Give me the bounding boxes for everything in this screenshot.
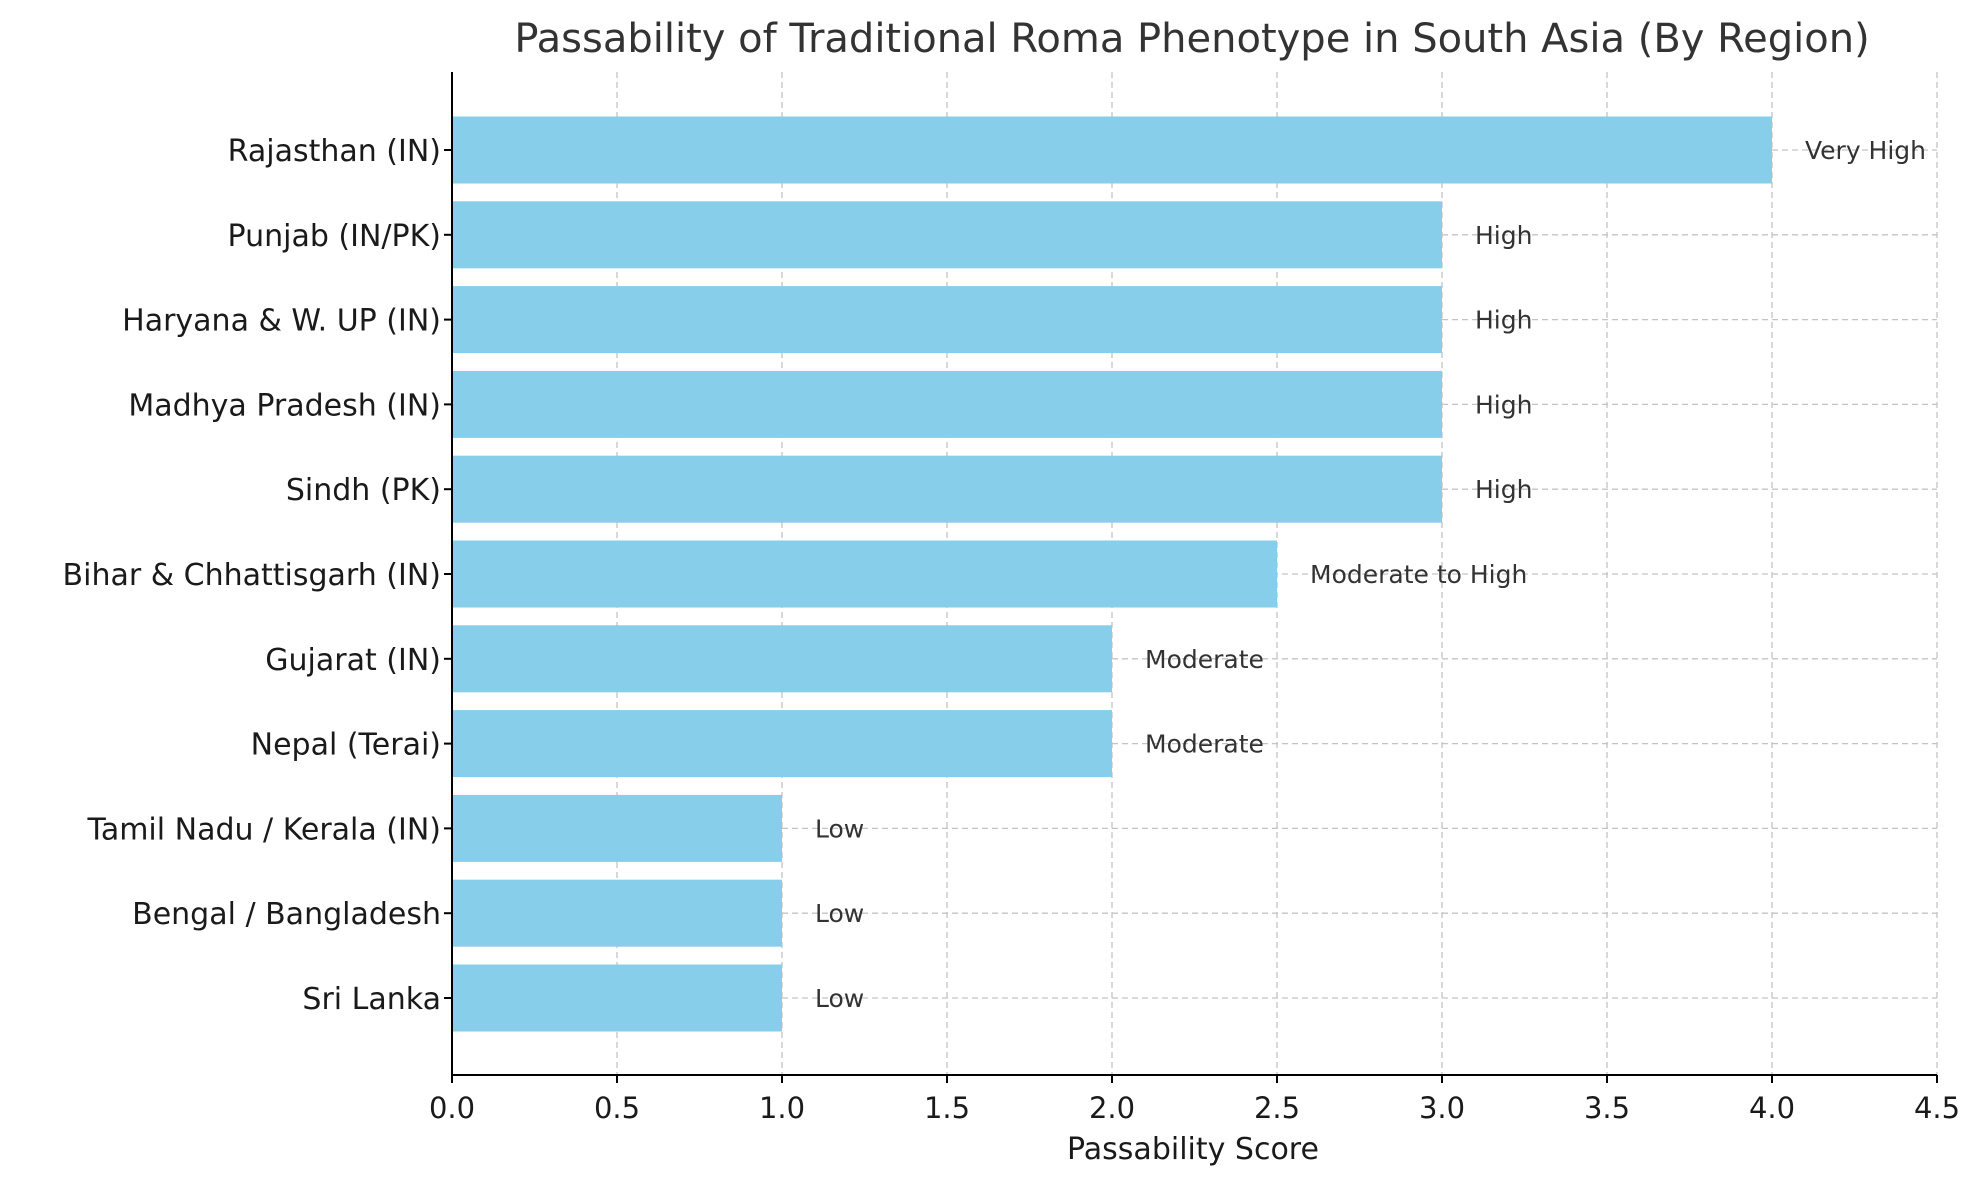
bar: [452, 286, 1442, 354]
bar: [452, 370, 1442, 438]
x-tick-label: 3.0: [1419, 1091, 1465, 1125]
bar: [452, 710, 1112, 778]
data-label: Low: [815, 984, 864, 1013]
category-label: Bihar & Chhattisgarh (IN): [63, 558, 441, 593]
x-tick-label: 4.0: [1749, 1091, 1795, 1125]
data-label: Moderate: [1145, 730, 1264, 759]
data-label: Low: [815, 814, 864, 843]
category-label: Nepal (Terai): [251, 728, 441, 763]
chart-title: Passability of Traditional Roma Phenotyp…: [514, 16, 1869, 62]
bar: [452, 455, 1442, 523]
category-label: Madhya Pradesh (IN): [128, 388, 441, 423]
data-label: High: [1475, 306, 1532, 335]
data-label: Very High: [1805, 136, 1926, 165]
category-label: Tamil Nadu / Kerala (IN): [86, 812, 441, 847]
data-label: Moderate: [1145, 645, 1264, 674]
data-label: High: [1475, 221, 1532, 250]
category-label: Bengal / Bangladesh: [132, 897, 441, 932]
data-label: Low: [815, 899, 864, 928]
bar: [452, 625, 1112, 693]
x-tick-label: 2.0: [1089, 1091, 1135, 1125]
x-axis-title: Passability Score: [1067, 1132, 1319, 1167]
x-tick-label: 1.0: [759, 1091, 805, 1125]
data-label: Moderate to High: [1310, 560, 1527, 589]
bar: [452, 794, 782, 862]
bars: [452, 116, 1772, 1032]
bar: [452, 201, 1442, 269]
x-tick-label: 2.5: [1254, 1091, 1300, 1125]
data-label: High: [1475, 390, 1532, 419]
category-label: Punjab (IN/PK): [228, 219, 441, 254]
x-tick-label: 4.5: [1914, 1091, 1960, 1125]
bar: [452, 879, 782, 947]
bar: [452, 116, 1772, 184]
category-label: Sindh (PK): [286, 473, 441, 508]
category-label: Gujarat (IN): [265, 643, 441, 678]
data-label: High: [1475, 475, 1532, 504]
x-tick-label: 1.5: [924, 1091, 970, 1125]
bar: [452, 540, 1277, 608]
category-label: Haryana & W. UP (IN): [122, 304, 441, 339]
bar: [452, 964, 782, 1032]
category-label: Sri Lanka: [302, 982, 441, 1017]
axes: [444, 72, 1938, 1083]
x-tick-label: 0.0: [429, 1091, 475, 1125]
labels: 0.0 0.5 1.0 1.5 2.0 2.5 3.0 3.5 4.0 4.5 Rajasthan …: [63, 134, 1961, 1125]
x-tick-label: 3.5: [1584, 1091, 1630, 1125]
x-tick-label: 0.5: [594, 1091, 640, 1125]
category-label: Rajasthan (IN): [228, 134, 441, 169]
